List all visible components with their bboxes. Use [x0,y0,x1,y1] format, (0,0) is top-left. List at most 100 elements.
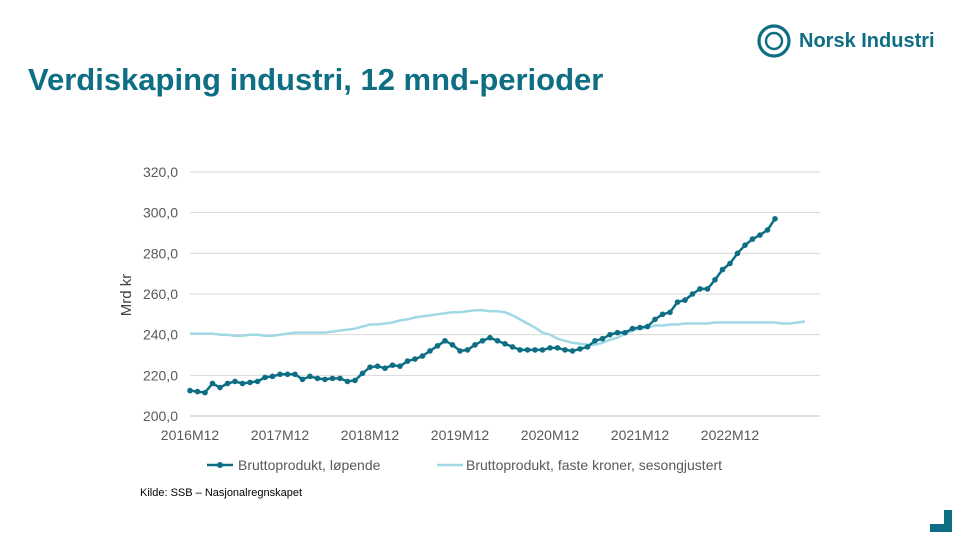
series-point [329,375,336,382]
series-point [659,311,666,318]
series-point [532,347,538,353]
slide-title: Verdiskaping industri, 12 mnd-perioder [28,62,604,97]
series-point [457,348,463,354]
series-point [524,347,531,353]
series-point [472,342,478,348]
series-point [337,375,343,382]
series-point [202,389,208,396]
series-point [322,376,328,383]
corner-mark-icon [930,510,952,532]
series-point [584,344,591,350]
series-point [757,232,763,238]
series-point [359,370,366,377]
series-point [704,286,711,292]
series-point [389,362,396,368]
series-point [569,348,576,354]
series-point [397,363,403,369]
series-point [487,334,493,341]
source-note: Kilde: SSB – Nasjonalregnskapet [140,487,303,499]
series-point [667,309,673,316]
series-point [772,215,778,222]
legend-label: Bruttoprodukt, løpende [238,457,381,473]
y-tick-label: 300,0 [143,205,178,221]
series-point [464,347,471,353]
series-point [404,358,411,364]
series-point [269,373,276,380]
series-point [727,260,733,267]
chart-series [187,215,806,396]
series-point [217,384,223,391]
series-point [314,375,321,382]
series-point [292,371,298,378]
series-point [719,266,726,273]
legend-label: Bruttoprodukt, faste kroner, sesongjuste… [466,457,722,473]
chart-legend: Bruttoprodukt, løpende Bruttoprodukt, fas… [207,457,722,473]
series-point [577,346,583,352]
x-tick-label: 2019M12 [431,427,490,443]
series-point [599,335,606,342]
series-point [554,345,561,351]
y-tick-label: 240,0 [143,327,178,343]
series-point [284,371,291,378]
series-point [427,348,433,354]
series-point [764,227,771,233]
series-point [307,373,313,380]
y-tick-label: 220,0 [143,367,178,383]
series-point [509,344,516,350]
series-point [547,345,553,351]
series-point [434,343,441,349]
series-point [247,379,253,386]
series-point [689,291,696,297]
series-point [367,364,373,371]
y-axis-label: Mrd kr [118,274,135,317]
series-point [502,341,508,347]
x-tick-label: 2017M12 [251,427,310,443]
chart-grid [190,171,820,417]
series-point [209,380,216,387]
series-point [494,337,501,344]
series-point [562,347,568,353]
x-tick-label: 2016M12 [161,427,220,443]
series-point [652,316,658,323]
legend-marker [217,462,223,468]
series-point [344,378,351,385]
y-tick-label: 320,0 [143,164,178,180]
series-point [412,356,418,362]
series-point [644,323,651,330]
series-point [239,380,246,387]
series-point [194,388,201,395]
series-point [712,276,718,283]
series-point [629,325,636,332]
logo-text: Norsk Industri [799,29,935,52]
x-tick-label: 2020M12 [521,427,580,443]
y-tick-label: 280,0 [143,245,178,261]
x-tick-label: 2022M12 [701,427,760,443]
series-point [479,337,486,344]
series-point [277,371,283,378]
series-point [299,376,306,383]
series-line-1 [189,218,777,394]
series-point [734,250,741,257]
series-point [517,347,523,353]
series-point [749,236,756,242]
series-point [232,378,238,385]
series-point [449,342,456,348]
series-point [622,329,628,336]
series-point [614,329,621,336]
series-point [607,331,613,338]
series-point [592,337,598,344]
series-point [742,242,748,248]
y-tick-label: 200,0 [143,408,178,424]
series-point [442,337,448,344]
series-point [254,378,261,385]
logo-swirl-icon [757,24,791,58]
series-point [224,380,231,387]
series-point [682,297,688,303]
y-tick-label: 260,0 [143,286,178,302]
x-axis-ticks: 2016M12 2017M12 2018M12 2019M12 2020M12 2021M… [161,427,760,443]
series-point [419,353,426,359]
series-point [374,363,381,369]
norsk-industri-logo: Norsk Industri [755,22,935,60]
series-point [262,374,268,381]
